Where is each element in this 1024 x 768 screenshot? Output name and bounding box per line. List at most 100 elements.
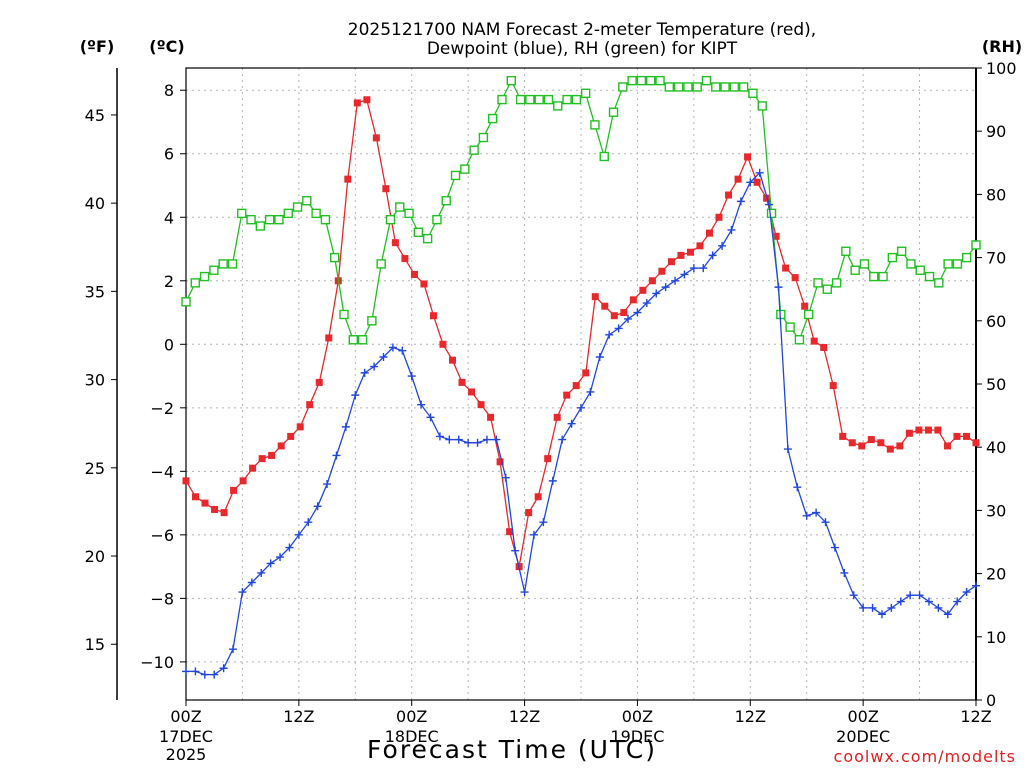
celsius-tick-label: −8 — [150, 589, 174, 608]
dewpoint-point — [266, 559, 275, 568]
dewpoint-point — [539, 518, 548, 527]
rh-point — [664, 82, 674, 92]
rh-point — [971, 240, 981, 250]
chart-title-line-2: Dewpoint (blue), RH (green) for KIPT — [427, 39, 738, 59]
temperature-point — [962, 432, 970, 440]
rh-point — [692, 82, 702, 92]
temperature-point — [287, 432, 295, 440]
temperature-point — [306, 401, 314, 409]
dewpoint-point — [972, 581, 980, 590]
rh-series — [181, 75, 981, 345]
rh-tick-label: 60 — [986, 312, 1006, 331]
temperature-point — [629, 296, 637, 304]
temperature-point — [268, 451, 276, 459]
dewpoint-point — [313, 502, 322, 511]
dewpoint-point — [859, 603, 868, 612]
fahrenheit-tick-label: 40 — [85, 194, 105, 213]
x-tick-year: 2025 — [166, 745, 207, 764]
dewpoint-point — [812, 508, 821, 517]
celsius-unit-label: (ºC) — [149, 37, 184, 56]
rh-point — [264, 214, 275, 225]
dewpoint-point — [887, 603, 896, 612]
rh-point — [292, 202, 303, 212]
temperature-point — [677, 251, 685, 259]
dewpoint-point — [257, 568, 266, 577]
dewpoint-point — [661, 283, 670, 292]
temperature-point — [744, 153, 752, 161]
temperature-point — [363, 96, 371, 104]
rh-point — [395, 202, 405, 212]
rh-point — [887, 252, 898, 263]
rh-point — [330, 252, 340, 263]
rh-tick-label: 20 — [986, 565, 1006, 584]
temperature-point — [772, 232, 780, 240]
dewpoint-point — [294, 530, 303, 539]
temperature-point — [715, 213, 723, 221]
rh-tick-label: 90 — [986, 122, 1006, 141]
temperature-point — [249, 464, 257, 472]
rh-point — [757, 101, 767, 111]
rh-point — [813, 278, 823, 288]
dewpoint-point — [953, 597, 962, 606]
temperature-point — [858, 442, 866, 450]
temperature-point — [296, 423, 304, 431]
temperature-point — [753, 178, 761, 186]
dewpoint-point — [699, 264, 708, 273]
dewpoint-point — [765, 200, 774, 209]
temperature-point — [239, 477, 247, 485]
dewpoint-point — [624, 314, 633, 323]
rh-point — [580, 88, 591, 98]
temperature-point — [848, 439, 856, 447]
dewpoint-point — [924, 597, 933, 606]
dewpoint-point — [943, 610, 952, 619]
rh-tick-label: 40 — [986, 438, 1006, 457]
rh-point — [274, 214, 284, 225]
rh-tick-label: 100 — [986, 59, 1017, 78]
temperature-point — [182, 477, 190, 485]
rh-point — [711, 82, 721, 92]
fahrenheit-unit-label: (ºF) — [80, 37, 115, 56]
rh-point — [590, 120, 600, 130]
dewpoint-point — [558, 435, 567, 444]
rh-point — [785, 322, 795, 332]
temperature-point — [458, 378, 466, 386]
rh-tick-label: 70 — [986, 249, 1006, 268]
rh-tick-label: 80 — [986, 185, 1006, 204]
temperature-point — [258, 455, 266, 463]
x-tick-date: 19DEC — [610, 727, 664, 746]
rh-point — [636, 75, 647, 86]
dewpoint-point — [849, 591, 858, 600]
rh-point — [553, 101, 563, 111]
dewpoint-point — [388, 343, 397, 352]
dewpoint-point — [370, 362, 379, 371]
temperature-point — [782, 264, 790, 272]
temperature-point — [449, 356, 457, 364]
rh-point — [924, 271, 935, 282]
rh-point — [218, 259, 228, 269]
dewpoint-point — [755, 168, 764, 177]
dewpoint-point — [652, 289, 661, 298]
dewpoint-point — [191, 667, 200, 676]
dewpoint-point — [276, 553, 285, 562]
rh-point — [422, 233, 433, 244]
rh-point — [878, 271, 888, 282]
dewpoint-point — [473, 438, 482, 447]
rh-point — [385, 214, 396, 225]
dewpoint-point — [182, 667, 190, 676]
dewpoint-point — [595, 353, 604, 362]
temperature-point — [658, 267, 666, 275]
rh-point — [683, 82, 693, 92]
dewpoint-point — [492, 435, 501, 444]
rh-tick-label: 10 — [986, 628, 1006, 647]
temperature-point — [534, 493, 542, 501]
dewpoint-point — [445, 435, 454, 444]
plot-series — [181, 75, 981, 679]
rh-point — [859, 259, 870, 269]
temperature-point — [353, 99, 361, 107]
dewpoint-point — [341, 422, 350, 431]
rh-point — [339, 309, 349, 320]
dewpoint-point — [793, 483, 802, 492]
dewpoint-point — [323, 480, 332, 489]
dewpoint-point — [238, 588, 247, 597]
temperature-point — [315, 378, 323, 386]
